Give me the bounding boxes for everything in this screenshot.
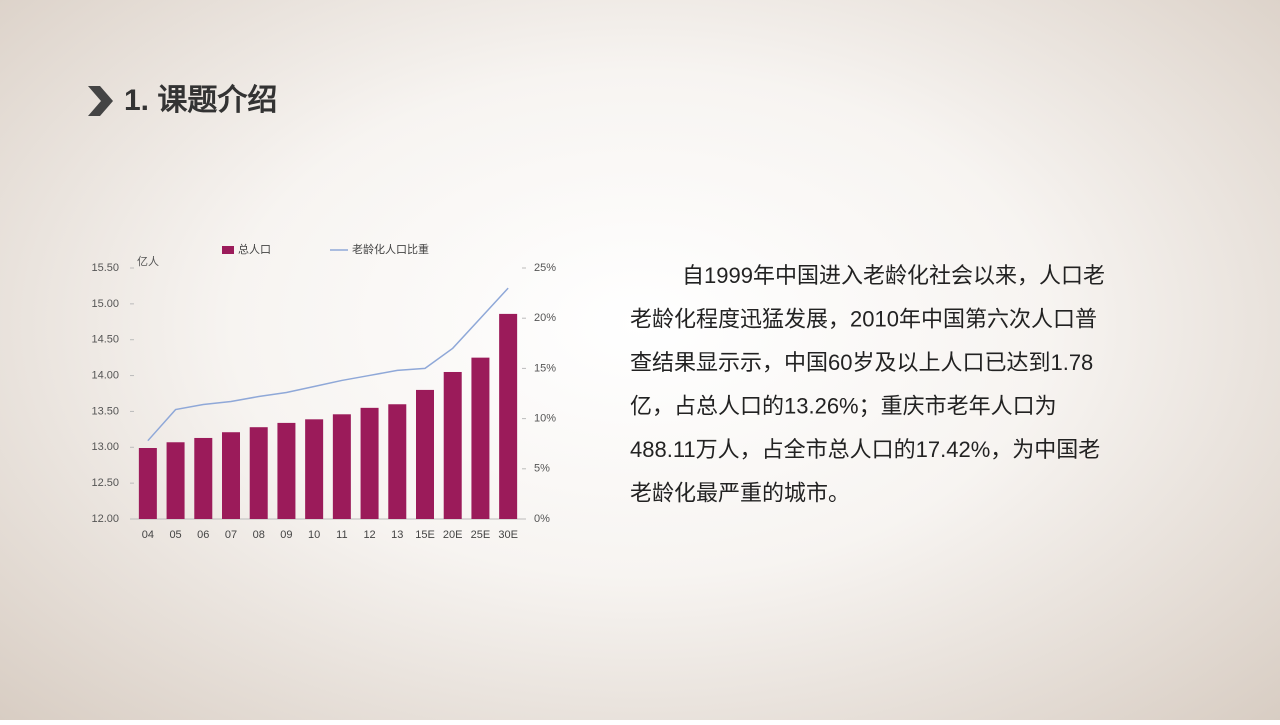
- paragraph-line: 488.11万人，占全市总人口的17.42%，为中国老: [630, 437, 1100, 462]
- bar: [222, 432, 240, 519]
- y2-tick-label: 20%: [534, 312, 556, 324]
- y2-tick-label: 5%: [534, 463, 550, 475]
- y-axis-label: 亿人: [137, 255, 159, 268]
- line-series: [147, 287, 509, 442]
- x-tick-label: 07: [225, 529, 237, 541]
- bar: [277, 422, 296, 519]
- y2-tick-label: 25%: [534, 262, 556, 274]
- x-tick-label: 08: [253, 529, 265, 541]
- x-tick-label: 12: [363, 529, 375, 541]
- y-tick-label: 15.50: [91, 262, 119, 274]
- x-tick-label: 11: [336, 529, 347, 541]
- y-tick-label: 14.00: [91, 369, 119, 381]
- x-tick-label: 06: [197, 529, 209, 541]
- bar: [194, 437, 213, 519]
- bar: [499, 313, 518, 519]
- x-tick-label: 04: [142, 529, 154, 541]
- bar: [138, 448, 157, 519]
- x-tick-label: 13: [391, 529, 403, 541]
- paragraph-line: 自1999年中国进入老龄化社会以来，人口老: [682, 263, 1105, 288]
- y2-tick-label: 10%: [534, 413, 556, 425]
- y-tick-label: 14.50: [91, 334, 119, 346]
- x-tick-label: 20E: [443, 529, 463, 541]
- x-tick-label: 09: [280, 529, 292, 541]
- paragraph-line: 亿，占总人口的13.26%；重庆市老年人口为: [630, 393, 1057, 418]
- legend-swatch: [222, 246, 234, 254]
- bar: [305, 419, 324, 519]
- paragraph-line: 老龄化最严重的城市。: [630, 480, 850, 505]
- legend-label: 老龄化人口比重: [352, 242, 429, 256]
- y2-tick-label: 15%: [534, 362, 556, 374]
- y-tick-label: 15.00: [91, 298, 119, 310]
- bar: [249, 427, 268, 519]
- x-tick-label: 25E: [471, 529, 491, 541]
- bar: [166, 442, 185, 519]
- bar: [332, 414, 351, 519]
- bar: [443, 371, 462, 519]
- x-tick-label: 15E: [415, 529, 435, 541]
- bar: [388, 404, 407, 519]
- bar: [416, 389, 434, 519]
- x-tick-label: 10: [308, 529, 320, 541]
- x-tick-label: 05: [169, 529, 181, 541]
- bar: [360, 407, 379, 519]
- title-arrow: [88, 86, 113, 116]
- bar: [471, 357, 490, 519]
- y-tick-label: 13.50: [91, 405, 119, 417]
- slide-title: 1. 课题介绍: [124, 84, 277, 117]
- legend-label: 总人口: [238, 242, 271, 256]
- paragraph-line: 老龄化程度迅猛发展，2010年中国第六次人口普: [630, 306, 1097, 331]
- y-tick-label: 13.00: [91, 441, 119, 453]
- x-tick-label: 30E: [498, 529, 518, 541]
- y-tick-label: 12.00: [91, 513, 119, 525]
- y-tick-label: 12.50: [91, 477, 119, 489]
- y2-tick-label: 0%: [534, 513, 550, 525]
- paragraph-line: 查结果显示示，中国60岁及以上人口已达到1.78: [630, 350, 1093, 375]
